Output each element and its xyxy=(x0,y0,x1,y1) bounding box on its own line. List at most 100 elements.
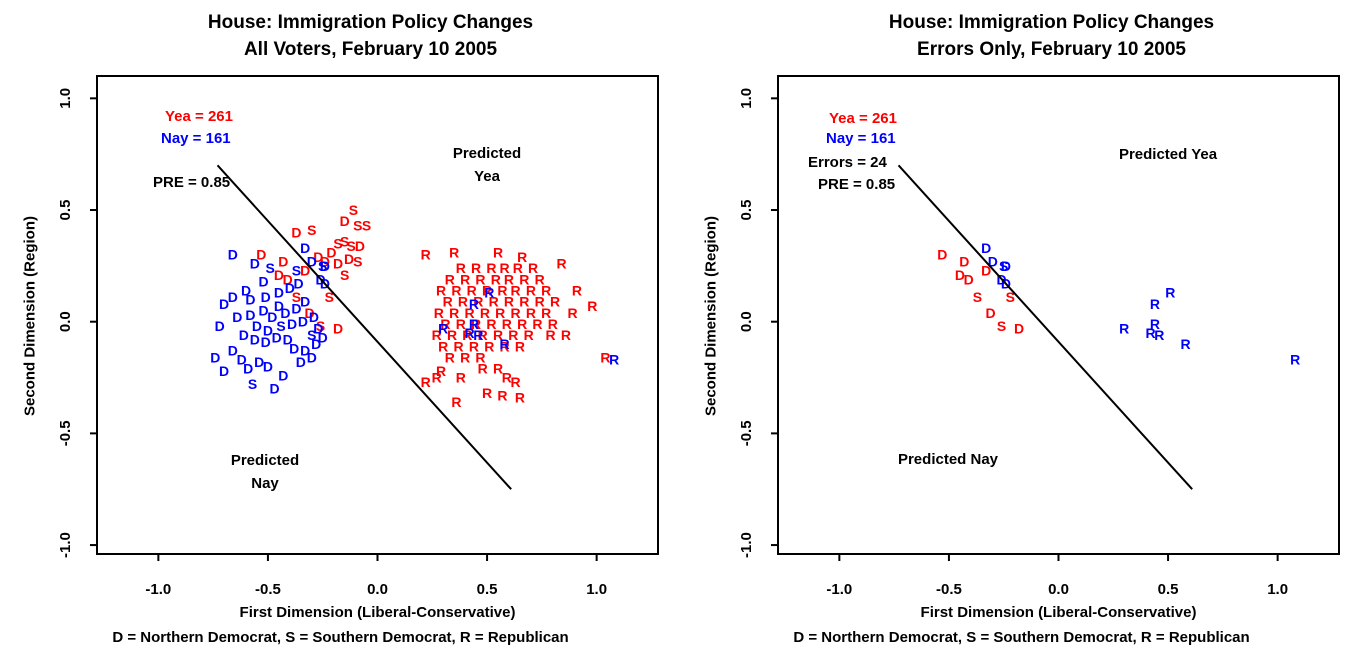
data-point-R: R xyxy=(517,316,527,332)
data-point-R: R xyxy=(486,316,496,332)
legend-stat: Yea = 261 xyxy=(829,110,897,127)
data-point-D: D xyxy=(285,280,295,296)
data-point-D: D xyxy=(219,296,229,312)
data-point-R: R xyxy=(440,316,450,332)
data-point-R: R xyxy=(526,282,536,298)
data-point-S: S xyxy=(307,327,316,343)
data-point-D: D xyxy=(313,249,323,265)
data-point-R: R xyxy=(1154,327,1164,343)
data-point-R: R xyxy=(502,316,512,332)
data-point-D: D xyxy=(1001,258,1011,274)
x-tick-label: -0.5 xyxy=(255,581,281,598)
panel-errors-only: House: Immigration Policy Changes Errors… xyxy=(681,0,1362,651)
data-point-R: R xyxy=(517,249,527,265)
data-point-D: D xyxy=(964,271,974,287)
data-point-D: D xyxy=(291,300,301,316)
y-tick-label: 1.0 xyxy=(738,88,755,109)
y-tick-label: 1.0 xyxy=(57,88,74,109)
data-point-D: D xyxy=(333,256,343,272)
data-point-R: R xyxy=(508,327,518,343)
data-point-D: D xyxy=(291,224,301,240)
data-point-S: S xyxy=(340,233,349,249)
data-point-D: D xyxy=(311,336,321,352)
data-point-D: D xyxy=(237,352,247,368)
data-point-R: R xyxy=(532,316,542,332)
data-point-D: D xyxy=(283,332,293,348)
data-point-D: D xyxy=(333,320,343,336)
predicted-region-label: Predicted Yea xyxy=(1119,146,1218,163)
data-point-S: S xyxy=(276,318,285,334)
data-point-D: D xyxy=(955,267,965,283)
data-point-R: R xyxy=(1145,325,1155,341)
data-point-D: D xyxy=(307,349,317,365)
data-point-D: D xyxy=(245,291,255,307)
data-point-D: D xyxy=(340,213,350,229)
scatter-plot-all-voters: -1.0 -0.5 0.0 0.5 1.0-1.0-0.50.00.51.0SD S SD S… xyxy=(57,75,659,598)
legend-stat: PRE = 0.85 xyxy=(153,174,230,191)
data-point-R: R xyxy=(438,320,448,336)
data-point-R: R xyxy=(535,271,545,287)
legend-stat: PRE = 0.85 xyxy=(818,176,895,193)
data-point-R: R xyxy=(500,336,510,352)
data-point-R: R xyxy=(1290,352,1300,368)
data-point-D: D xyxy=(1014,320,1024,336)
data-point-D: D xyxy=(355,238,365,254)
data-point-D: D xyxy=(210,349,220,365)
data-point-D: D xyxy=(219,363,229,379)
data-point-R: R xyxy=(434,305,444,321)
data-point-R: R xyxy=(482,385,492,401)
data-point-R: R xyxy=(432,327,442,343)
predicted-region-label: Nay xyxy=(251,475,279,492)
data-point-D: D xyxy=(274,267,284,283)
data-point-R: R xyxy=(456,370,466,386)
y-tick-label: 0.5 xyxy=(738,200,755,221)
x-axis-title: First Dimension (Liberal-Conservative) xyxy=(239,604,516,621)
data-point-D: D xyxy=(263,358,273,374)
data-point-R: R xyxy=(495,305,505,321)
data-point-R: R xyxy=(449,305,459,321)
data-point-D: D xyxy=(256,247,266,263)
data-point-R: R xyxy=(469,296,479,312)
data-point-S: S xyxy=(353,253,362,269)
data-point-D: D xyxy=(318,329,328,345)
y-tick-label: -0.5 xyxy=(738,420,755,446)
data-point-R: R xyxy=(484,338,494,354)
data-point-D: D xyxy=(937,247,947,263)
data-point-D: D xyxy=(300,262,310,278)
legend-caption: D = Northern Democrat, S = Southern Demo… xyxy=(112,629,569,646)
data-point-D: D xyxy=(959,253,969,269)
data-point-D: D xyxy=(283,271,293,287)
data-point-D: D xyxy=(228,247,238,263)
data-point-D: D xyxy=(243,361,253,377)
data-point-D: D xyxy=(250,256,260,272)
data-point-R: R xyxy=(600,349,610,365)
data-point-S: S xyxy=(265,260,274,276)
data-point-R: R xyxy=(541,282,551,298)
data-point-D: D xyxy=(261,334,271,350)
data-point-R: R xyxy=(456,316,466,332)
data-point-D: D xyxy=(261,289,271,305)
x-axis-title: First Dimension (Liberal-Conservative) xyxy=(920,604,1197,621)
y-axis-title: Second Dimension (Region) xyxy=(21,215,39,417)
legend-stat: Errors = 24 xyxy=(808,154,887,171)
data-point-R: R xyxy=(515,390,525,406)
predicted-region-label: Predicted Nay xyxy=(898,451,999,468)
data-point-D: D xyxy=(309,309,319,325)
y-axis-title: Second Dimension (Region) xyxy=(702,215,720,417)
data-point-R: R xyxy=(587,298,597,314)
data-point-S: S xyxy=(997,318,1006,334)
data-point-D: D xyxy=(986,305,996,321)
predicted-region-label: Predicted xyxy=(453,145,521,162)
data-point-D: D xyxy=(269,381,279,397)
legend-stat: Nay = 161 xyxy=(161,130,231,147)
data-point-R: R xyxy=(445,349,455,365)
data-point-R: R xyxy=(473,327,483,343)
data-point-R: R xyxy=(480,305,490,321)
data-point-R: R xyxy=(567,305,577,321)
data-point-R: R xyxy=(438,338,448,354)
data-point-S: S xyxy=(1006,289,1015,305)
data-point-R: R xyxy=(548,316,558,332)
data-point-R: R xyxy=(504,294,514,310)
x-tick-label: 1.0 xyxy=(586,581,607,598)
